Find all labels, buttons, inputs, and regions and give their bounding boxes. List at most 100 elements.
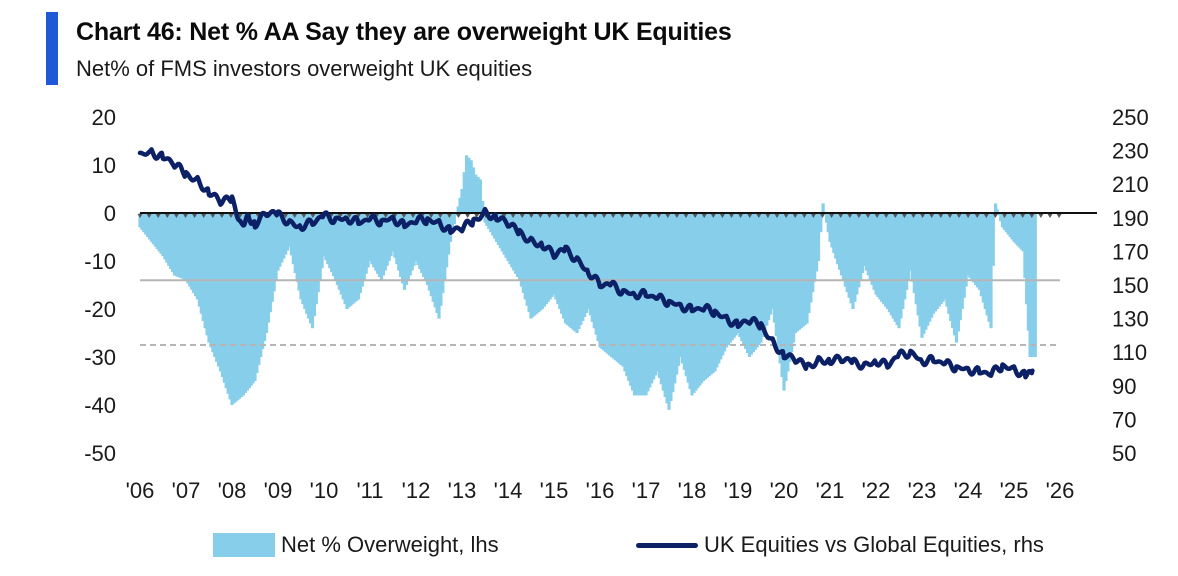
zero-line-marker [410,214,416,218]
bar [416,213,420,265]
bar [510,213,514,268]
bar [977,213,982,290]
zero-line-marker [146,214,152,218]
bar [586,213,591,309]
zero-line-marker [756,214,762,218]
bar [535,213,539,314]
zero-line-marker [856,214,862,218]
bar [170,213,175,273]
zero-line-marker [993,214,998,218]
zero-line-marker [601,214,607,218]
bar [736,213,740,333]
bar [190,213,194,290]
bar [928,213,932,322]
bar [159,213,163,254]
bar [182,213,186,280]
bar [740,213,744,341]
bar [795,213,800,332]
zero-line-marker [337,214,343,218]
zero-line-marker [310,214,316,218]
bar [558,213,562,309]
bar [640,213,644,396]
bar [450,213,455,233]
zero-line-marker [929,214,935,218]
title-accent-bar [46,12,58,85]
bar [437,213,441,319]
bar [167,213,171,266]
bar [765,213,769,326]
bar [774,213,778,337]
bar [903,213,907,300]
bar [192,213,196,293]
bar [330,213,334,273]
bar [784,213,788,381]
x-tick-label: '24 [954,478,983,503]
bar [395,213,399,265]
bar [474,174,478,213]
bar [232,213,236,404]
bar [799,213,803,329]
bar [230,213,234,405]
bar [326,213,330,265]
bar [682,213,686,370]
bar [542,213,547,307]
bar [226,213,230,394]
bar [680,213,685,364]
zero-line-marker [1011,214,1016,218]
bar [667,213,671,410]
bar [939,213,943,305]
zero-line-marker [974,214,980,218]
bar [707,213,711,377]
bar [218,213,223,372]
bar [356,213,361,300]
bar [958,213,962,321]
bar [956,213,961,332]
bar [960,213,964,309]
bar [974,213,978,285]
zero-line-marker [292,214,298,218]
bar [546,213,550,302]
bar [859,213,863,281]
bar [866,213,870,276]
bar [255,213,259,373]
bar [247,213,251,389]
bar [669,213,673,401]
bar [880,213,884,302]
bar [195,213,200,300]
zero-line-marker [1047,214,1053,218]
bar [855,213,859,295]
bar [951,213,955,329]
bar [698,213,702,386]
bar [266,213,271,323]
bar [588,213,593,316]
bar [726,213,731,345]
bar [284,213,288,255]
bar [675,213,679,375]
bar [418,213,422,269]
bar [870,213,874,285]
bar [819,213,823,233]
right-tick-label: 70 [1112,407,1136,432]
bar [368,213,372,261]
bar [376,213,380,274]
bar [705,213,709,378]
right-tick-label: 210 [1112,172,1149,197]
bar [619,213,623,365]
bar [759,213,763,343]
bar [203,213,207,329]
bar [337,213,341,290]
left-tick-label: 10 [92,153,116,178]
bar [381,213,386,276]
bar [629,213,633,386]
zero-line-marker [447,214,452,218]
bar [834,213,838,259]
bar [316,213,320,293]
bar [989,213,993,329]
chart-title: Chart 46: Net % AA Say they are overweig… [76,18,732,46]
bar [193,213,198,297]
bar [151,213,156,245]
zero-line-marker [528,214,534,218]
bar [901,213,905,309]
bar [836,213,840,265]
zero-line-marker [938,214,944,218]
